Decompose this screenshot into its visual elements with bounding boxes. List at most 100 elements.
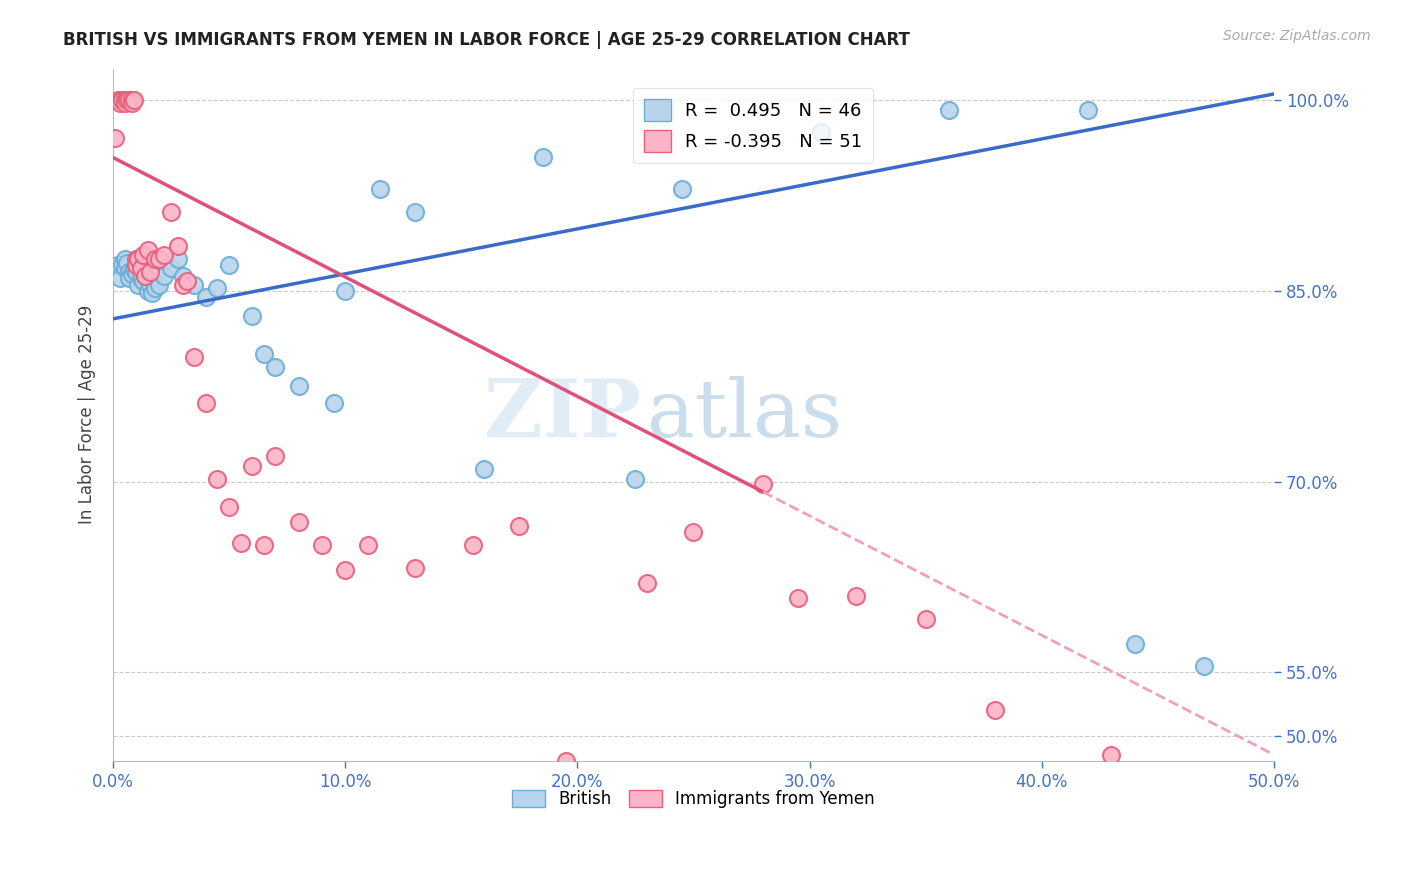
Point bbox=[253, 538, 276, 552]
Point bbox=[132, 248, 155, 262]
Point bbox=[264, 360, 287, 375]
Point bbox=[176, 274, 198, 288]
Point bbox=[127, 277, 149, 292]
Point bbox=[107, 259, 129, 273]
Point bbox=[554, 754, 576, 768]
Point bbox=[810, 125, 832, 139]
Point bbox=[287, 379, 309, 393]
Point bbox=[111, 259, 134, 273]
Point bbox=[229, 535, 252, 549]
Point bbox=[984, 703, 1007, 717]
Point bbox=[134, 268, 156, 283]
Point bbox=[218, 259, 240, 273]
Point bbox=[134, 268, 156, 283]
Point bbox=[108, 95, 131, 110]
Point bbox=[845, 589, 868, 603]
Point bbox=[938, 103, 960, 118]
Point bbox=[114, 260, 136, 275]
Point bbox=[404, 561, 426, 575]
Point bbox=[218, 500, 240, 514]
Y-axis label: In Labor Force | Age 25-29: In Labor Force | Age 25-29 bbox=[79, 305, 96, 524]
Point bbox=[624, 472, 647, 486]
Point bbox=[114, 93, 136, 107]
Point bbox=[141, 286, 163, 301]
Text: atlas: atlas bbox=[647, 376, 842, 454]
Point bbox=[121, 268, 143, 282]
Point bbox=[121, 93, 143, 107]
Legend: British, Immigrants from Yemen: British, Immigrants from Yemen bbox=[505, 783, 882, 815]
Point bbox=[104, 131, 127, 145]
Point bbox=[194, 290, 217, 304]
Point bbox=[357, 538, 380, 552]
Point bbox=[368, 182, 391, 196]
Point bbox=[108, 271, 131, 285]
Point bbox=[115, 256, 138, 270]
Text: BRITISH VS IMMIGRANTS FROM YEMEN IN LABOR FORCE | AGE 25-29 CORRELATION CHART: BRITISH VS IMMIGRANTS FROM YEMEN IN LABO… bbox=[63, 31, 910, 49]
Point bbox=[787, 591, 810, 606]
Point bbox=[118, 265, 141, 279]
Point bbox=[148, 277, 170, 292]
Text: ZIP: ZIP bbox=[484, 376, 641, 454]
Point bbox=[311, 538, 333, 552]
Point bbox=[118, 271, 141, 285]
Point bbox=[136, 284, 159, 298]
Point bbox=[636, 576, 658, 591]
Point bbox=[207, 472, 229, 486]
Point bbox=[333, 564, 356, 578]
Point bbox=[322, 395, 344, 409]
Point bbox=[143, 252, 166, 267]
Point bbox=[671, 182, 693, 196]
Point bbox=[682, 525, 704, 540]
Point bbox=[333, 284, 356, 298]
Point bbox=[172, 268, 194, 283]
Point bbox=[107, 93, 129, 107]
Point bbox=[167, 252, 190, 267]
Point bbox=[118, 93, 141, 107]
Point bbox=[404, 205, 426, 219]
Point bbox=[148, 252, 170, 267]
Point bbox=[127, 252, 149, 267]
Point bbox=[1101, 747, 1123, 762]
Point bbox=[160, 260, 183, 275]
Point bbox=[153, 248, 176, 262]
Point bbox=[114, 252, 136, 267]
Text: Source: ZipAtlas.com: Source: ZipAtlas.com bbox=[1223, 29, 1371, 43]
Point bbox=[139, 277, 162, 292]
Point bbox=[125, 259, 148, 273]
Point bbox=[1123, 637, 1146, 651]
Point bbox=[194, 395, 217, 409]
Point bbox=[183, 277, 205, 292]
Point bbox=[153, 268, 176, 283]
Point bbox=[108, 93, 131, 107]
Point bbox=[240, 459, 263, 474]
Point bbox=[167, 239, 190, 253]
Point bbox=[752, 477, 775, 491]
Point bbox=[132, 274, 155, 288]
Point bbox=[240, 310, 263, 324]
Point bbox=[125, 252, 148, 267]
Point bbox=[1194, 658, 1216, 673]
Point bbox=[136, 244, 159, 258]
Point bbox=[253, 347, 276, 361]
Point bbox=[287, 515, 309, 529]
Point bbox=[264, 449, 287, 463]
Point bbox=[531, 151, 554, 165]
Point bbox=[172, 277, 194, 292]
Point bbox=[183, 350, 205, 364]
Point bbox=[474, 462, 496, 476]
Point bbox=[129, 260, 152, 275]
Point bbox=[111, 93, 134, 107]
Point bbox=[1077, 103, 1099, 118]
Point bbox=[122, 262, 145, 277]
Point bbox=[160, 205, 183, 219]
Point bbox=[461, 538, 484, 552]
Point bbox=[115, 93, 138, 107]
Point bbox=[129, 271, 152, 285]
Point bbox=[207, 281, 229, 295]
Point bbox=[114, 95, 136, 110]
Point bbox=[139, 265, 162, 279]
Point bbox=[914, 612, 936, 626]
Point bbox=[125, 259, 148, 273]
Point bbox=[143, 281, 166, 295]
Point bbox=[122, 93, 145, 107]
